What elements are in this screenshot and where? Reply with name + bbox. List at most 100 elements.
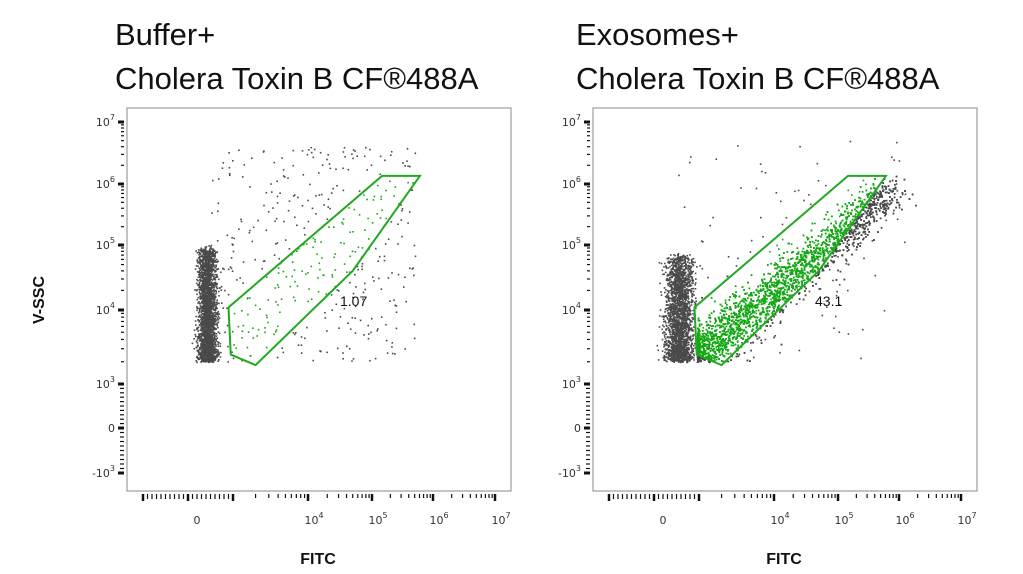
event-point: [198, 255, 201, 258]
event-point: [200, 293, 203, 295]
event-point: [208, 291, 210, 294]
event-point: [667, 327, 670, 329]
event-point: [202, 288, 204, 290]
event-point: [664, 262, 666, 265]
event-point: [687, 336, 689, 338]
event-point: [681, 259, 684, 262]
event-point: [211, 252, 213, 254]
event-point: [302, 174, 305, 176]
gated-event-point: [242, 324, 245, 327]
event-point: [687, 270, 690, 272]
event-point: [671, 360, 674, 363]
event-point: [212, 351, 214, 354]
event-point: [685, 317, 688, 320]
event-point: [199, 297, 202, 299]
event-point: [352, 296, 354, 299]
event-point: [406, 148, 409, 150]
event-point: [675, 324, 677, 326]
event-point: [670, 258, 672, 261]
event-point: [200, 277, 202, 279]
event-point: [203, 301, 205, 304]
event-point: [685, 271, 687, 274]
event-point: [198, 314, 201, 317]
event-point: [670, 359, 672, 362]
event-point: [205, 249, 207, 252]
event-point: [203, 316, 206, 318]
event-point: [211, 306, 213, 308]
event-point: [683, 326, 685, 328]
event-point: [214, 350, 216, 352]
event-point: [201, 317, 203, 319]
event-point: [204, 359, 207, 362]
event-point: [684, 335, 687, 337]
event-point: [214, 355, 216, 358]
gated-event-point: [291, 261, 294, 263]
event-point: [210, 325, 212, 328]
event-point: [201, 342, 204, 344]
gated-event-point: [348, 271, 351, 274]
event-point: [209, 284, 211, 287]
event-point: [336, 289, 339, 291]
event-point: [201, 321, 204, 323]
event-point: [391, 352, 394, 355]
event-point: [202, 313, 205, 316]
event-point: [667, 284, 670, 287]
event-point: [282, 175, 285, 177]
event-point: [672, 314, 674, 317]
event-point: [687, 307, 689, 309]
event-point: [212, 356, 214, 358]
event-point: [210, 304, 213, 307]
event-point: [667, 356, 669, 359]
event-point: [212, 315, 214, 318]
event-point: [683, 261, 685, 264]
event-point: [690, 327, 693, 329]
event-point: [337, 290, 340, 292]
event-point: [200, 267, 202, 269]
event-point: [674, 302, 677, 305]
event-point: [667, 261, 669, 264]
event-point: [684, 298, 686, 300]
event-point: [664, 295, 667, 298]
y-tick-label: 105: [562, 236, 581, 252]
event-point: [307, 199, 309, 202]
event-point: [212, 322, 214, 324]
event-point: [677, 260, 679, 263]
event-point: [205, 310, 207, 313]
event-point: [208, 289, 211, 292]
event-point: [677, 268, 679, 271]
event-point: [679, 255, 682, 258]
event-point: [675, 304, 677, 307]
event-point: [215, 265, 217, 268]
event-point: [212, 344, 215, 347]
event-point: [207, 319, 209, 322]
event-point: [678, 283, 680, 285]
event-point: [669, 289, 672, 292]
event-point: [211, 254, 214, 256]
event-point: [196, 327, 198, 329]
event-point: [669, 274, 671, 276]
event-point: [214, 273, 216, 276]
event-point: [687, 281, 690, 284]
event-point: [208, 330, 210, 332]
event-point: [214, 256, 216, 258]
event-point: [690, 304, 693, 306]
gated-event-point: [235, 347, 237, 350]
event-point: [202, 249, 204, 252]
gated-event-point: [277, 286, 280, 289]
gate-polygon[interactable]: [227, 174, 422, 367]
event-point: [200, 311, 203, 313]
event-point: [198, 289, 201, 291]
event-point: [195, 340, 198, 343]
event-point: [199, 294, 202, 296]
event-point: [361, 265, 363, 268]
gated-event-point: [233, 344, 235, 346]
event-point: [666, 342, 668, 345]
event-point: [680, 336, 682, 338]
event-point: [691, 295, 693, 297]
event-point: [263, 260, 266, 262]
event-point: [211, 342, 214, 345]
plot-exosomes: Exosomes+ Cholera Toxin B CF®488A FITC 1…: [558, 17, 978, 568]
event-point: [680, 302, 682, 305]
event-point: [196, 259, 199, 261]
gated-event-point: [241, 330, 244, 332]
